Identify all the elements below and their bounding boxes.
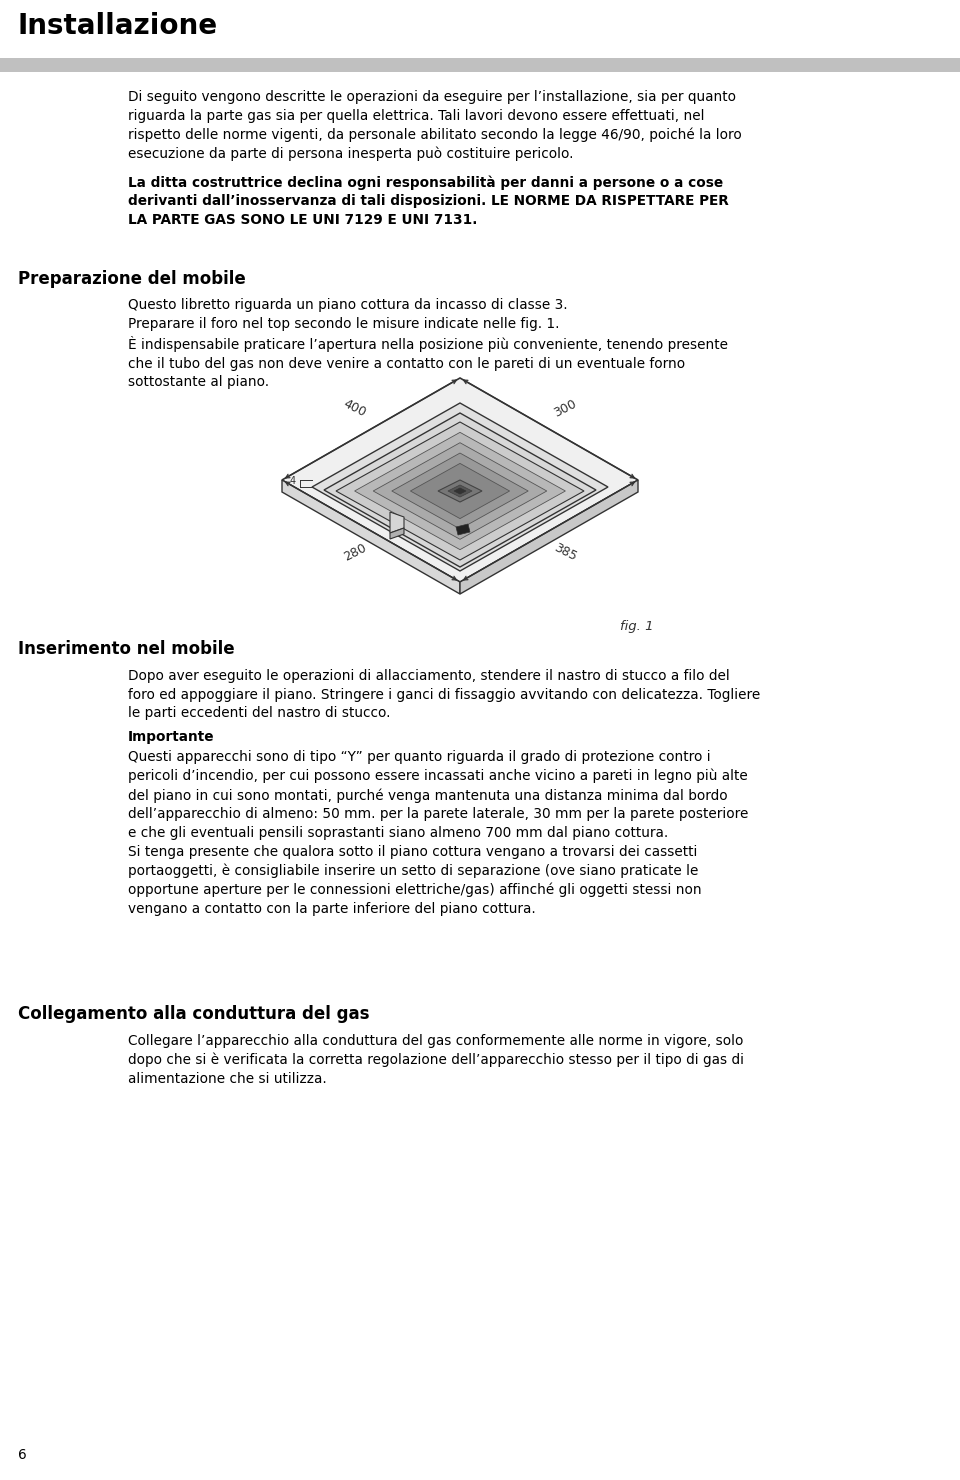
- Bar: [0, 58, 960, 73]
- Text: Questi apparecchi sono di tipo “Y” per quanto riguarda il grado di protezione co: Questi apparecchi sono di tipo “Y” per q…: [128, 750, 749, 916]
- Polygon shape: [282, 377, 638, 582]
- Text: 6: 6: [18, 1447, 27, 1462]
- Polygon shape: [448, 485, 472, 497]
- Text: Importante: Importante: [128, 730, 214, 744]
- Text: 4: 4: [290, 477, 296, 485]
- Text: Preparazione del mobile: Preparazione del mobile: [18, 269, 246, 289]
- Polygon shape: [390, 528, 404, 539]
- Text: Questo libretto riguarda un piano cottura da incasso di classe 3.
Preparare il f: Questo libretto riguarda un piano cottur…: [128, 297, 728, 389]
- Text: Collegamento alla conduttura del gas: Collegamento alla conduttura del gas: [18, 1005, 370, 1023]
- Text: Dopo aver eseguito le operazioni di allacciamento, stendere il nastro di stucco : Dopo aver eseguito le operazioni di alla…: [128, 669, 760, 721]
- Text: 280: 280: [342, 540, 369, 564]
- Polygon shape: [282, 480, 460, 593]
- Polygon shape: [454, 488, 466, 494]
- Text: Inserimento nel mobile: Inserimento nel mobile: [18, 639, 234, 659]
- Polygon shape: [411, 463, 510, 518]
- Polygon shape: [438, 480, 482, 502]
- Polygon shape: [354, 432, 565, 549]
- Polygon shape: [324, 413, 596, 567]
- Text: Di seguito vengono descritte le operazioni da eseguire per l’installazione, sia : Di seguito vengono descritte le operazio…: [128, 90, 742, 161]
- Text: 400: 400: [342, 397, 369, 419]
- Text: Installazione: Installazione: [18, 12, 218, 40]
- Polygon shape: [373, 443, 547, 539]
- Text: fig. 1: fig. 1: [620, 620, 654, 633]
- Polygon shape: [390, 512, 404, 533]
- Polygon shape: [392, 453, 528, 528]
- Text: 385: 385: [551, 540, 579, 564]
- Polygon shape: [460, 480, 638, 593]
- Text: Collegare l’apparecchio alla conduttura del gas conformemente alle norme in vigo: Collegare l’apparecchio alla conduttura …: [128, 1035, 744, 1086]
- Polygon shape: [312, 403, 608, 571]
- Text: 300: 300: [551, 397, 579, 419]
- Text: La ditta costruttrice declina ogni responsabilità per danni a persone o a cose
d: La ditta costruttrice declina ogni respo…: [128, 175, 729, 226]
- Polygon shape: [336, 422, 584, 559]
- Polygon shape: [456, 524, 470, 534]
